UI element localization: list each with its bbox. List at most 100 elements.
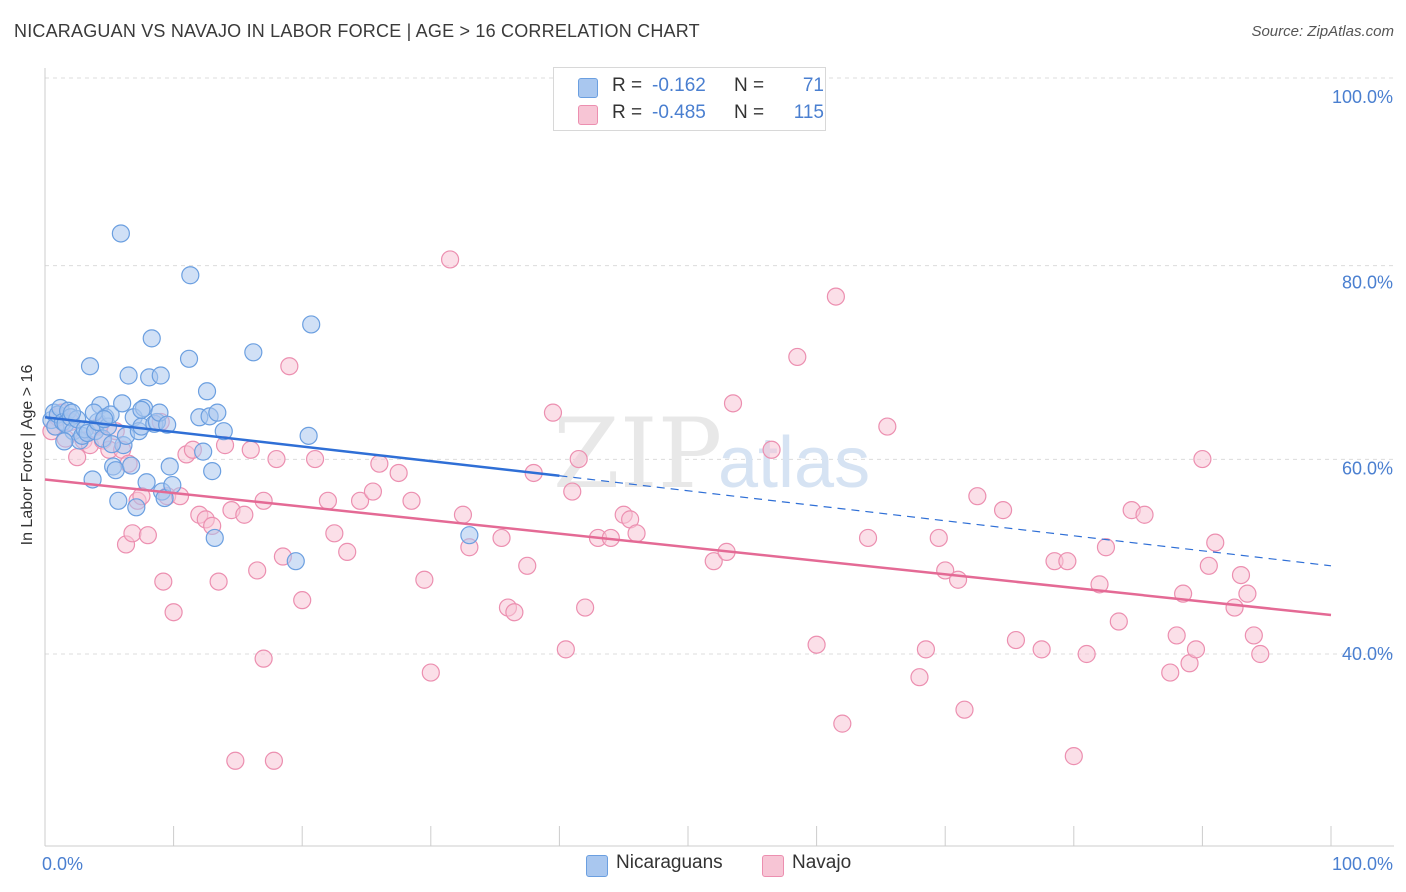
bottom-legend-label: Navajo: [792, 852, 852, 873]
navajo-point: [1206, 533, 1225, 552]
nicaraguan-point: [106, 461, 125, 480]
nicaraguan-point: [119, 366, 138, 385]
navajo-point: [235, 505, 254, 524]
navajo-point: [627, 524, 646, 543]
legend-n-label: N =: [734, 102, 765, 123]
bottom-legend-swatch-blue: [586, 855, 608, 877]
nicaraguan-trend-line: [44, 416, 560, 478]
navajo-point: [704, 552, 723, 571]
navajo-point: [1064, 747, 1083, 766]
nicaraguan-point: [113, 394, 132, 413]
nicaraguan-point: [142, 329, 161, 348]
y-tick-label: 100.0%: [1332, 87, 1393, 107]
nicaraguan-point: [286, 552, 305, 571]
navajo-point: [453, 505, 473, 524]
nicaraguan-point: [302, 315, 321, 334]
navajo-point: [858, 528, 878, 548]
nicaraguan-points: [42, 224, 479, 571]
stats-legend: R = -0.162 N = 71 R = -0.485 N = 115: [553, 67, 826, 131]
navajo-point: [1193, 449, 1212, 469]
nicaraguan-point: [158, 415, 177, 434]
navajo-point: [68, 448, 87, 467]
navajo-point: [248, 561, 267, 580]
navajo-point: [370, 454, 389, 473]
navajo-point: [788, 347, 807, 367]
navajo-points: [42, 250, 1270, 770]
y-tick-label: 40.0%: [1342, 644, 1393, 664]
trend-lines: [44, 416, 1332, 617]
navajo-point: [826, 287, 845, 306]
watermark-atlas: atlas: [718, 423, 870, 503]
navajo-point: [1135, 505, 1154, 524]
navajo-point: [209, 572, 228, 591]
navajo-point: [878, 417, 897, 436]
navajo-point: [305, 449, 325, 469]
nicaraguan-point: [181, 266, 200, 285]
navajo-point: [1225, 598, 1244, 617]
navajo-point: [1090, 575, 1109, 594]
navajo-point: [916, 640, 936, 659]
navajo-point: [350, 491, 370, 510]
axes: [44, 68, 1394, 847]
navajo-point: [226, 751, 245, 770]
navajo-point: [280, 357, 299, 376]
legend-n-value: 115: [793, 102, 824, 123]
navajo-point: [1032, 640, 1051, 659]
watermark: ZIP atlas: [553, 398, 870, 510]
y-tick-label: 60.0%: [1342, 458, 1393, 478]
x-tick-label-min: 0.0%: [42, 854, 83, 874]
navajo-trend-line: [44, 478, 1332, 617]
nicaraguan-point: [132, 400, 151, 419]
navajo-point: [254, 649, 273, 668]
nicaraguan-point: [137, 473, 156, 492]
navajo-point: [1006, 630, 1026, 650]
legend-r-value: -0.162: [652, 75, 706, 96]
navajo-point: [1238, 584, 1257, 603]
nicaraguan-point: [244, 343, 263, 362]
navajo-point: [421, 663, 440, 682]
navajo-point: [1167, 626, 1186, 645]
navajo-point: [1058, 552, 1077, 571]
nicaraguan-point: [111, 224, 130, 243]
navajo-point: [910, 668, 929, 687]
y-tick-label: 80.0%: [1342, 273, 1393, 293]
navajo-point: [1109, 612, 1128, 631]
navajo-point: [543, 403, 563, 422]
legend-swatch-blue: [578, 78, 598, 98]
navajo-point: [402, 491, 421, 510]
nicaraguan-point: [102, 435, 121, 454]
navajo-point: [1199, 556, 1218, 575]
navajo-point: [556, 640, 575, 659]
navajo-point: [968, 487, 987, 506]
nicaraguan-point: [460, 526, 479, 545]
navajo-point: [1231, 565, 1251, 585]
navajo-point: [576, 598, 595, 617]
navajo-point: [762, 440, 781, 459]
navajo-point: [363, 482, 383, 501]
navajo-point: [138, 526, 157, 545]
legend-r-label: R =: [612, 102, 643, 123]
navajo-point: [1251, 644, 1270, 664]
navajo-point: [929, 528, 948, 548]
navajo-point: [325, 524, 344, 543]
nicaraguan-point: [197, 382, 217, 401]
nicaraguan-point: [127, 498, 146, 517]
navajo-point: [267, 449, 286, 469]
tick-labels: 40.0% 60.0% 80.0% 100.0% 0.0% 100.0%: [42, 87, 1393, 874]
navajo-point: [563, 482, 582, 501]
legend-r-label: R =: [612, 75, 643, 96]
navajo-point: [955, 700, 974, 719]
legend-r-value: -0.485: [652, 102, 706, 123]
navajo-point: [833, 714, 852, 733]
nicaraguan-point: [80, 357, 100, 376]
navajo-point: [389, 463, 408, 483]
nicaraguan-point: [194, 442, 213, 461]
navajo-point: [164, 603, 183, 622]
nicaraguan-point: [160, 457, 179, 476]
nicaraguan-point: [151, 366, 170, 385]
x-tick-label-max: 100.0%: [1332, 854, 1393, 874]
nicaraguan-point: [163, 475, 182, 495]
chart-source: Source: ZipAtlas.com: [1251, 23, 1394, 40]
bottom-legend-label: Nicaraguans: [616, 852, 723, 873]
nicaraguan-point: [179, 349, 199, 368]
